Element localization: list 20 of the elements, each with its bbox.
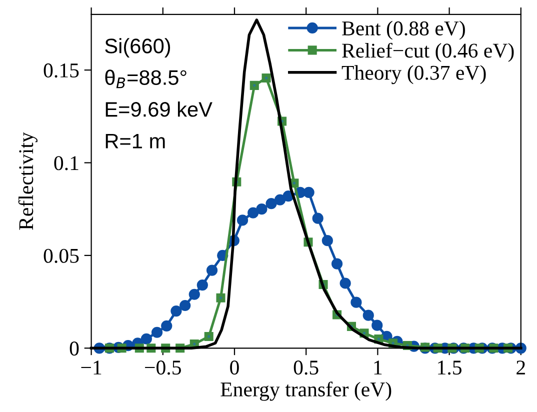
y-tick-label: 0 bbox=[70, 342, 79, 356]
x-tick-label: −0.5 bbox=[145, 360, 181, 375]
legend-label: Theory (0.37 eV) bbox=[342, 65, 486, 84]
x-tick-label: 0.5 bbox=[294, 360, 318, 375]
x-tick-label: 0 bbox=[230, 360, 239, 375]
x-tick-label: 2 bbox=[516, 360, 525, 374]
annotation: R=1 m bbox=[106, 134, 165, 148]
annotation: θ$_{B}$=88.5° bbox=[105, 70, 186, 88]
legend-label: Relief−cut (0.46 eV) bbox=[342, 42, 514, 62]
x-axis-title: Energy transfer (eV) bbox=[220, 382, 392, 401]
y-tick-label: 0.1 bbox=[54, 156, 78, 170]
annotation: Si(660) bbox=[105, 38, 170, 58]
x-tick-label: 1.5 bbox=[438, 360, 462, 375]
y-tick-label: 0.15 bbox=[44, 63, 79, 78]
legend-label: Bent (0.88 eV) bbox=[342, 20, 465, 40]
y-axis-title: Reflectivity bbox=[18, 132, 38, 230]
y-tick-label: 0.05 bbox=[44, 248, 79, 263]
x-tick-label: 1 bbox=[374, 360, 382, 374]
x-tick-label: −1 bbox=[81, 360, 102, 374]
annotation: E=9.69 keV bbox=[106, 101, 212, 117]
